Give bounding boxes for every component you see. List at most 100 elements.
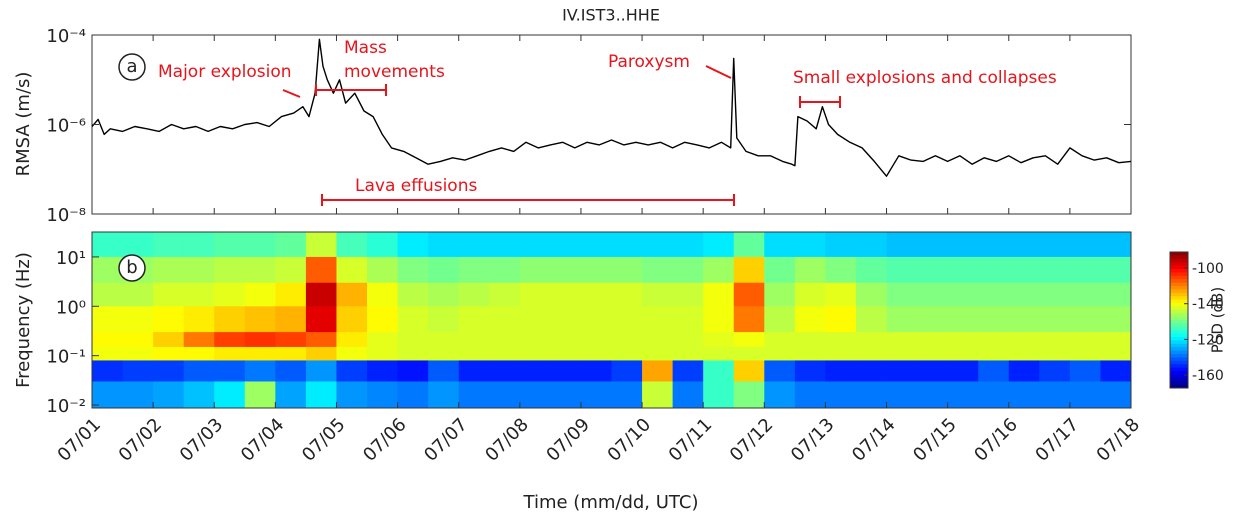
psd-cell <box>336 332 368 348</box>
x-tick-label: 07/14 <box>848 414 900 466</box>
colorbar-step <box>1170 343 1188 348</box>
annotation: Small explosions and collapses <box>793 68 1057 88</box>
psd-cell <box>611 346 643 361</box>
psd-cell <box>611 256 643 284</box>
psd-cell <box>1100 381 1132 409</box>
colorbar-step <box>1170 333 1188 338</box>
psd-cell <box>611 381 643 409</box>
psd-cell <box>275 256 307 284</box>
psd-cell <box>275 332 307 348</box>
psd-cell <box>214 282 246 307</box>
psd-cell <box>825 381 857 409</box>
psd-cell <box>275 282 307 307</box>
psd-cell <box>917 256 949 284</box>
psd-cell <box>1039 332 1071 348</box>
colorbar-step <box>1170 292 1188 297</box>
psd-cell <box>550 232 582 258</box>
psd-cell <box>1039 256 1071 284</box>
psd-cell <box>214 360 246 382</box>
psd-cell <box>580 282 612 307</box>
psd-cell <box>550 381 582 409</box>
panel-frame <box>91 231 1132 409</box>
colorbar-step <box>1170 306 1188 311</box>
psd-cell <box>947 256 979 284</box>
psd-cell <box>397 306 429 333</box>
psd-cell <box>672 346 704 361</box>
annotation: movements <box>344 62 445 82</box>
psd-cell <box>703 306 735 333</box>
chart-title: IV.IST3..HHE <box>562 6 660 25</box>
y-tick-label: 10⁻⁸ <box>46 205 86 226</box>
psd-cell <box>92 346 123 361</box>
colorbar-label: PSD (dB) <box>1209 287 1227 353</box>
psd-cell <box>214 332 246 348</box>
colorbar-step <box>1170 377 1188 382</box>
psd-cell <box>397 332 429 348</box>
psd-cell <box>672 332 704 348</box>
psd-cell <box>92 282 123 307</box>
colorbar-step <box>1170 337 1188 341</box>
psd-cell <box>580 346 612 361</box>
psd-cell <box>1008 232 1040 258</box>
psd-cell <box>978 306 1010 333</box>
psd-cell <box>733 256 765 284</box>
psd-cell <box>305 381 337 409</box>
psd-cell <box>1100 282 1132 307</box>
psd-cell <box>214 381 246 409</box>
x-tick-label: 07/07 <box>420 414 472 466</box>
psd-cell <box>855 381 887 409</box>
psd-cell <box>153 306 185 333</box>
colorbar-step <box>1170 309 1188 314</box>
x-tick-label: 07/18 <box>1093 414 1145 466</box>
psd-cell <box>305 232 337 258</box>
psd-cell <box>611 306 643 333</box>
x-tick-label: 07/04 <box>237 414 289 466</box>
colorbar-step <box>1170 303 1188 307</box>
psd-cell <box>825 332 857 348</box>
psd-cell <box>611 232 643 258</box>
psd-cell <box>1008 381 1040 409</box>
annotation: Major explosion <box>158 62 292 82</box>
psd-cell <box>1008 332 1040 348</box>
psd-cell <box>458 282 490 307</box>
psd-cell <box>275 232 307 258</box>
psd-cell <box>855 360 887 382</box>
annotation-bracket <box>321 194 735 206</box>
psd-cell <box>1069 232 1101 258</box>
psd-cell <box>92 381 123 409</box>
colorbar-step <box>1170 255 1188 260</box>
psd-cell <box>1039 360 1071 382</box>
psd-cell <box>92 232 123 258</box>
psd-cell <box>794 332 826 348</box>
psd-cell <box>947 332 979 348</box>
annotation: Lava effusions <box>355 176 477 196</box>
psd-cell <box>917 332 949 348</box>
psd-cell <box>672 360 704 382</box>
psd-cell <box>1039 306 1071 333</box>
psd-cell <box>458 306 490 333</box>
colorbar-step <box>1170 350 1188 355</box>
colorbar-step <box>1170 360 1188 365</box>
psd-cell <box>489 232 521 258</box>
psd-cell <box>244 360 276 382</box>
x-tick-label: 07/08 <box>481 414 533 466</box>
psd-cell <box>703 332 735 348</box>
psd-cell <box>642 360 674 382</box>
psd-cell <box>764 306 796 333</box>
psd-cell <box>855 256 887 284</box>
psd-cell <box>978 282 1010 307</box>
psd-cell <box>519 282 551 307</box>
psd-cell <box>458 232 490 258</box>
colorbar-tick-label: -160 <box>1192 368 1224 384</box>
x-axis-label: Time (mm/dd, UTC) <box>523 492 699 513</box>
psd-cell <box>367 332 398 348</box>
psd-cell <box>886 381 918 409</box>
psd-cell <box>794 256 826 284</box>
colorbar-step <box>1170 381 1188 386</box>
psd-cell <box>917 282 949 307</box>
psd-cell <box>244 346 276 361</box>
psd-cell <box>214 256 246 284</box>
annotation-bracket <box>315 84 387 96</box>
psd-cell <box>1069 346 1101 361</box>
